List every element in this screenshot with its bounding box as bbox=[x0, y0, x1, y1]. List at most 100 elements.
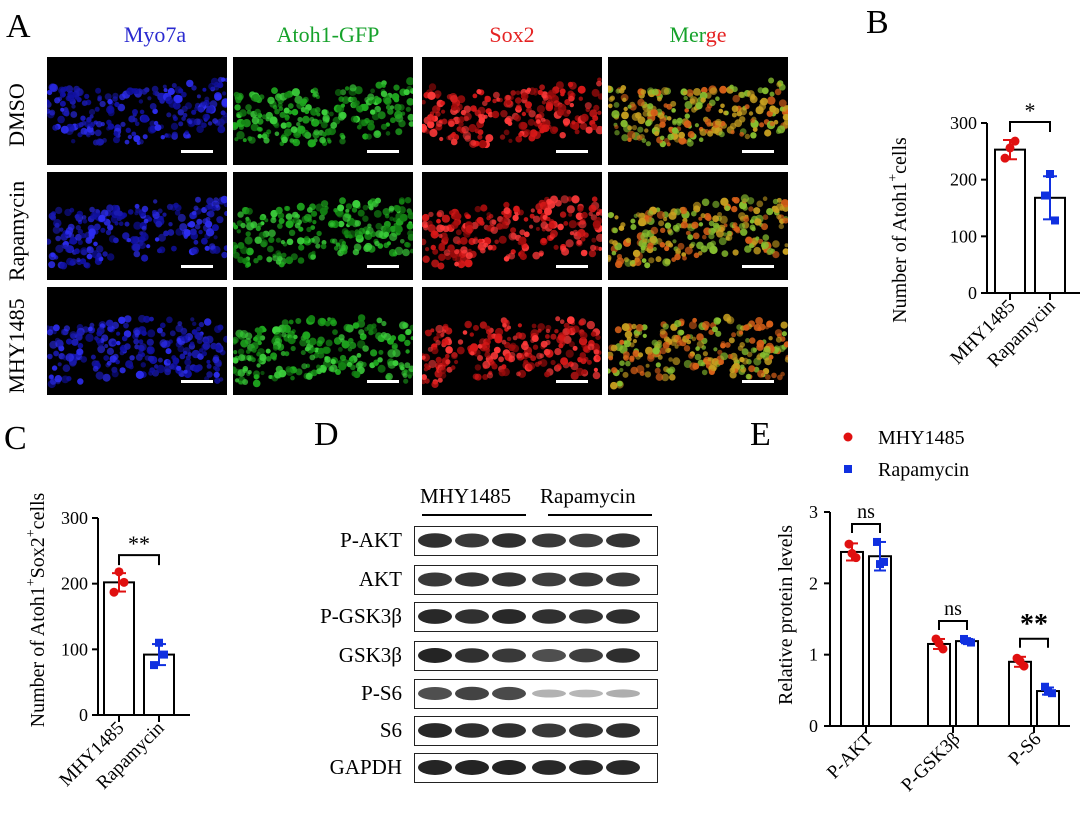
chart-e-bar-1-1 bbox=[955, 640, 979, 727]
wb-band bbox=[606, 760, 640, 775]
chart-c-ytick-label: 0 bbox=[79, 705, 88, 725]
wb-band bbox=[418, 533, 452, 548]
wb-label-s6: S6 bbox=[379, 718, 402, 742]
micrograph-cells bbox=[422, 316, 602, 388]
chart-c-ylabel-end: cells bbox=[27, 492, 49, 529]
wb-band bbox=[606, 689, 640, 698]
micrograph-dmso-sox2 bbox=[422, 57, 602, 165]
micrograph-mhy1485-sox2 bbox=[422, 287, 602, 395]
micrograph-cells bbox=[47, 314, 227, 389]
wb-band bbox=[455, 723, 489, 738]
row-label-mhy1485: MHY1485 bbox=[4, 298, 29, 394]
chart-e-category-label: P-S6 bbox=[1005, 729, 1046, 770]
chart-e-point bbox=[934, 638, 944, 648]
wb-band bbox=[418, 687, 452, 700]
chart-e-bar-2-0 bbox=[1008, 660, 1032, 727]
wb-label-akt: AKT bbox=[358, 567, 402, 591]
wb-strip-s6 bbox=[414, 716, 658, 746]
chart-b-point bbox=[1041, 191, 1049, 200]
chart-e-point bbox=[1041, 682, 1049, 691]
wb-strip-gapdh bbox=[414, 753, 658, 783]
chart-e-point bbox=[847, 548, 857, 558]
wb-band bbox=[532, 533, 566, 548]
chart-c-point bbox=[114, 567, 124, 577]
chart-e-point bbox=[1044, 687, 1052, 696]
scale-bar bbox=[181, 265, 213, 268]
wb-band bbox=[492, 648, 526, 663]
chart-b-ytick-label: 300 bbox=[950, 113, 977, 133]
wb-band bbox=[492, 533, 526, 548]
wb-bands bbox=[418, 723, 640, 738]
micrograph-dmso-atoh1-gfp bbox=[233, 57, 413, 165]
wb-group-line-mhy1485 bbox=[422, 514, 526, 516]
micrograph-rapamycin-merge bbox=[608, 172, 788, 280]
panel-letter-b: B bbox=[866, 4, 889, 41]
wb-band bbox=[418, 648, 452, 663]
chart-c-ylabel-main: Number of Atoh1 bbox=[27, 586, 49, 727]
micrograph-cells bbox=[608, 313, 788, 390]
wb-band bbox=[455, 648, 489, 663]
wb-bands bbox=[418, 609, 640, 624]
scale-bar bbox=[742, 150, 774, 153]
micrograph-cells bbox=[608, 77, 788, 148]
chart-c-ytick-label: 100 bbox=[61, 639, 88, 659]
chart-e-significance-bracket bbox=[1019, 637, 1049, 648]
wb-band bbox=[492, 760, 526, 775]
svg-text:Number of Atoh1+Sox2+cells: Number of Atoh1+Sox2+cells bbox=[24, 492, 49, 727]
wb-band bbox=[569, 648, 603, 663]
wb-band bbox=[569, 609, 603, 624]
chart-b-ytick-label: 100 bbox=[950, 226, 977, 246]
chart-c-point bbox=[155, 638, 163, 647]
chart-e-significance-bracket bbox=[938, 619, 968, 630]
wb-band bbox=[569, 689, 603, 698]
wb-band bbox=[492, 609, 526, 624]
chart-c-ytick-label: 300 bbox=[61, 508, 88, 528]
chart-c: Number of Atoh1+Sox2+cells 0100200300MHY… bbox=[24, 492, 190, 794]
row-label-rapamycin: Rapamycin bbox=[4, 180, 29, 282]
chart-e-ytick-label: 3 bbox=[809, 502, 818, 522]
chart-e-bar-0-0 bbox=[840, 550, 864, 727]
chart-b-significance-bracket bbox=[1009, 121, 1051, 132]
chart-b-point bbox=[1046, 170, 1054, 178]
wb-band bbox=[569, 572, 603, 587]
micrograph-cells bbox=[422, 77, 602, 149]
wb-bands bbox=[418, 760, 640, 775]
chart-e-point bbox=[963, 637, 971, 646]
chart-b-ytick-label: 0 bbox=[968, 283, 977, 303]
micrograph-cells bbox=[233, 77, 413, 148]
chart-c-ytick-label: 200 bbox=[61, 574, 88, 594]
wb-band bbox=[418, 760, 452, 775]
wb-band bbox=[606, 648, 640, 663]
wb-label-p-s6: P-S6 bbox=[361, 681, 402, 705]
wb-band bbox=[606, 572, 640, 587]
scale-bar bbox=[556, 380, 588, 383]
wb-strip-p-gsk3- bbox=[414, 602, 658, 632]
chart-c-ylabel-sup1: + bbox=[24, 578, 39, 586]
wb-band bbox=[569, 533, 603, 548]
legend-marker-rapamycin bbox=[844, 465, 852, 473]
scale-bar bbox=[367, 265, 399, 268]
wb-band bbox=[532, 649, 566, 662]
legend-label-mhy1485: MHY1485 bbox=[878, 427, 965, 449]
micrograph-mhy1485-myo7a bbox=[47, 287, 227, 395]
chart-e-significance-label: ns bbox=[857, 501, 875, 523]
micrograph-rapamycin-sox2 bbox=[422, 172, 602, 280]
wb-group-label-mhy1485: MHY1485 bbox=[420, 484, 512, 508]
chart-b-ylabel-end: cells bbox=[889, 137, 911, 174]
chart-c-significance-bracket bbox=[118, 554, 160, 566]
chart-c-point bbox=[150, 661, 158, 670]
micrograph-cells bbox=[422, 195, 602, 270]
chart-c-ylabel-mid: Sox2 bbox=[27, 537, 49, 578]
micrograph-cells bbox=[608, 194, 788, 269]
wb-band bbox=[606, 723, 640, 738]
panel-letter-c: C bbox=[4, 420, 27, 457]
wb-label-gsk3-: GSK3β bbox=[338, 643, 402, 667]
scale-bar bbox=[367, 150, 399, 153]
chart-b-ylabel: Number of Atoh1+cells bbox=[886, 137, 911, 323]
wb-band bbox=[532, 572, 566, 587]
chart-c-point bbox=[109, 587, 119, 597]
chart-e-significance-label: ** bbox=[1020, 609, 1048, 640]
legend-marker-mhy1485 bbox=[843, 432, 853, 442]
legend-label-rapamycin: Rapamycin bbox=[878, 459, 969, 481]
channel-title-merge: Merge bbox=[608, 22, 788, 48]
